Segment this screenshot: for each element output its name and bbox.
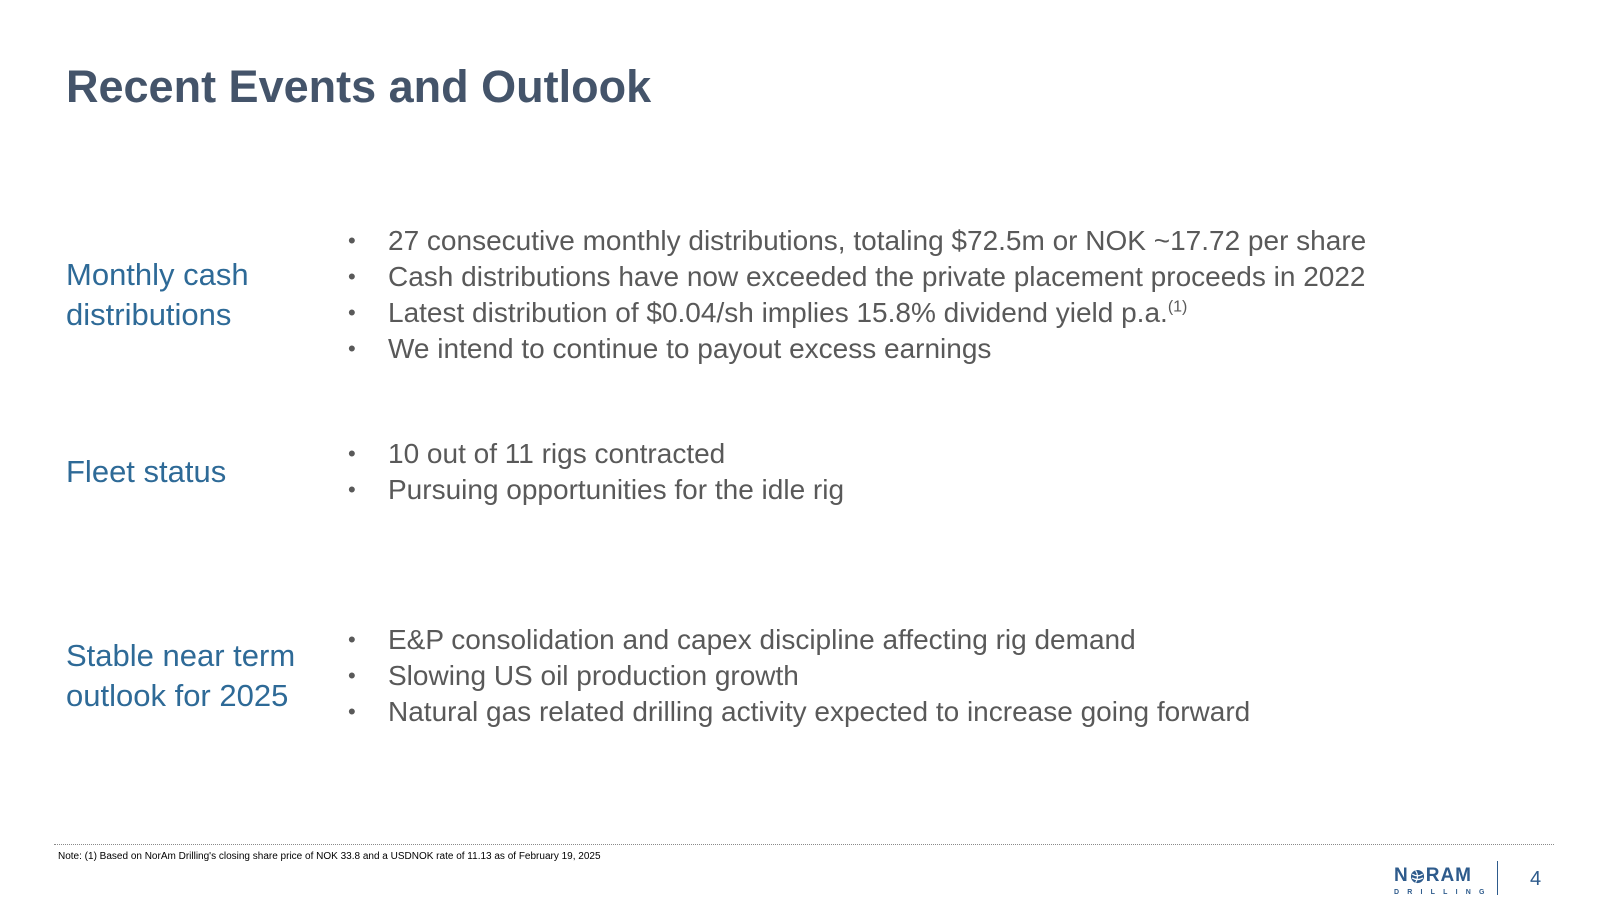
bullet-text: Latest distribution of $0.04/sh implies … [388, 297, 1168, 328]
bullet-list-outlook: • E&P consolidation and capex discipline… [348, 622, 1250, 730]
section-label-monthly-cash: Monthly cash distributions [66, 257, 249, 332]
bullet-item: • Natural gas related drilling activity … [348, 694, 1250, 730]
bullet-dot: • [348, 300, 356, 325]
bullet-item: • E&P consolidation and capex discipline… [348, 622, 1250, 658]
bullet-list-fleet-status: • 10 out of 11 rigs contracted • Pursuin… [348, 436, 844, 508]
globe-icon [1410, 869, 1424, 883]
footnote: Note: (1) Based on NorAm Drilling's clos… [58, 851, 601, 862]
bullet-item: • 10 out of 11 rigs contracted [348, 436, 844, 472]
bullet-text: E&P consolidation and capex discipline a… [388, 624, 1136, 655]
footnote-reference: (1) [1167, 298, 1188, 316]
logo-letters-ram: RAM [1425, 865, 1473, 886]
logo-letter-n: N [1394, 865, 1409, 886]
bullet-item: • Slowing US oil production growth [348, 658, 1250, 694]
logo-separator [1497, 861, 1498, 895]
logo-wordmark: N RAM [1394, 866, 1486, 886]
bullet-dot: • [348, 264, 356, 289]
bullet-text: Cash distributions have now exceeded the… [388, 261, 1366, 292]
logo-subtitle: DRILLING [1394, 889, 1493, 896]
company-logo: N RAM DRILLING [1394, 866, 1493, 897]
bullet-item: • 27 consecutive monthly distributions, … [348, 223, 1366, 259]
bullet-dot: • [348, 663, 356, 688]
bullet-item: • We intend to continue to payout excess… [348, 331, 1366, 367]
bullet-item: • Cash distributions have now exceeded t… [348, 259, 1366, 295]
bullet-text: We intend to continue to payout excess e… [388, 333, 992, 364]
page-number: 4 [1530, 868, 1542, 890]
section-label-outlook: Stable near term outlook for 2025 [66, 638, 296, 713]
bullet-dot: • [348, 627, 356, 652]
bullet-dot: • [348, 228, 356, 253]
bullet-dot: • [348, 699, 356, 724]
slide-title: Recent Events and Outlook [66, 61, 652, 112]
section-label-fleet-status: Fleet status [66, 454, 227, 489]
bullet-dot: • [348, 441, 356, 466]
bullet-text: Natural gas related drilling activity ex… [388, 696, 1251, 727]
bullet-text: 10 out of 11 rigs contracted [388, 438, 726, 469]
footer-divider [54, 844, 1554, 845]
bullet-text: Slowing US oil production growth [388, 660, 799, 691]
bullet-list-monthly-cash: • 27 consecutive monthly distributions, … [348, 223, 1366, 367]
bullet-item: • Pursuing opportunities for the idle ri… [348, 472, 844, 508]
bullet-dot: • [348, 477, 356, 502]
bullet-item: • Latest distribution of $0.04/sh implie… [348, 295, 1366, 331]
bullet-dot: • [348, 336, 356, 361]
bullet-text: Pursuing opportunities for the idle rig [388, 474, 845, 505]
bullet-text: 27 consecutive monthly distributions, to… [388, 225, 1367, 256]
